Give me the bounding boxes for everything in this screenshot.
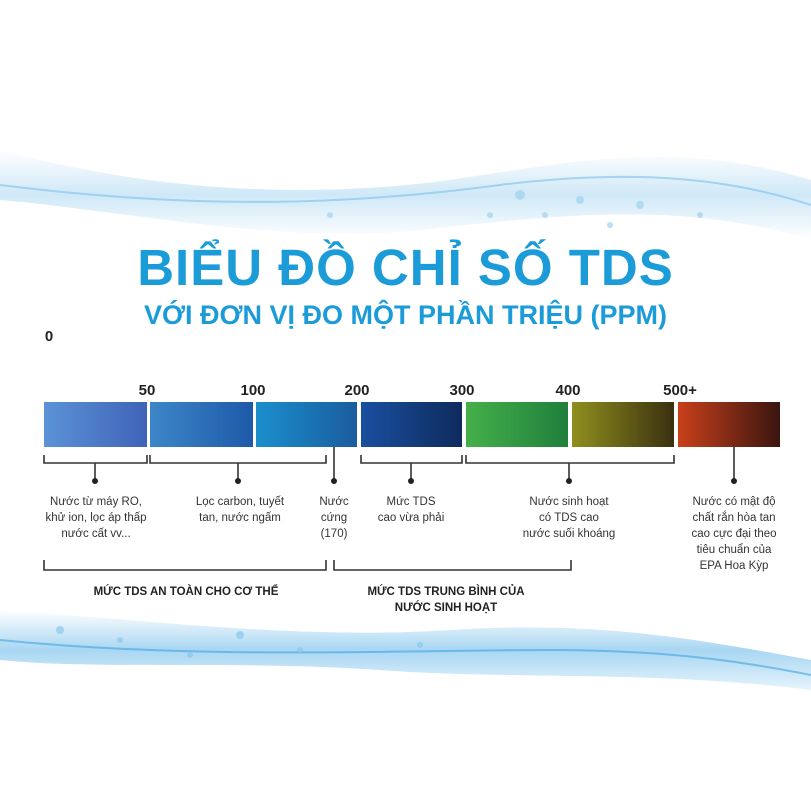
tick-label: 100 <box>240 382 266 399</box>
chart-title: BIỂU ĐỒ CHỈ SỐ TDS <box>137 239 674 296</box>
chart-subtitle: VỚI ĐƠN VỊ ĐO MỘT PHẦN TRIỆU (PPM) <box>143 300 668 330</box>
bracket-5 <box>465 455 675 480</box>
group-label-average: MỨC TDS TRUNG BÌNH CỦA NƯỚC SINH HOẠT <box>367 586 525 614</box>
tds-range-segment <box>678 402 780 447</box>
tds-range-segment <box>466 402 568 447</box>
bottom-water-wave <box>0 610 811 690</box>
desc-ro-water: Nước từ máy RO, khử ion, lọc áp thấp nướ… <box>45 496 147 540</box>
group-label-safe: MỨC TDS AN TOÀN CHO CƠ THỂ <box>93 586 279 598</box>
desc-hard-water: Nước cứng (170) <box>319 496 349 540</box>
bubbles <box>327 190 703 228</box>
bracket-4 <box>360 455 463 480</box>
tick-label-0: 0 <box>44 328 54 345</box>
desc-moderate: Mức TDS cao vừa phải <box>377 496 445 524</box>
group-bracket-safe <box>43 560 327 571</box>
tds-range-segment <box>256 402 357 447</box>
tds-range-segment <box>572 402 674 447</box>
group-bracket-average <box>333 560 572 571</box>
tick-label: 50 <box>138 382 156 399</box>
desc-epa-max: Nước có mật độ chất rắn hòa tan cao cực … <box>691 496 777 572</box>
tds-range-segment <box>361 402 462 447</box>
tds-range-segment <box>150 402 253 447</box>
tds-range-segment <box>44 402 147 447</box>
tick-label: 200 <box>344 382 370 399</box>
desc-carbon-filter: Lọc carbon, tuyết tan, nước ngấm <box>195 496 285 524</box>
tick-label: 500+ <box>663 382 697 399</box>
bracket-2 <box>149 455 327 480</box>
tick-label: 300 <box>449 382 475 399</box>
desc-mineral-water: Nước sinh hoạt có TDS cao nước suối khoá… <box>522 496 616 540</box>
tick-label: 400 <box>555 382 581 399</box>
bracket-1 <box>43 455 148 480</box>
